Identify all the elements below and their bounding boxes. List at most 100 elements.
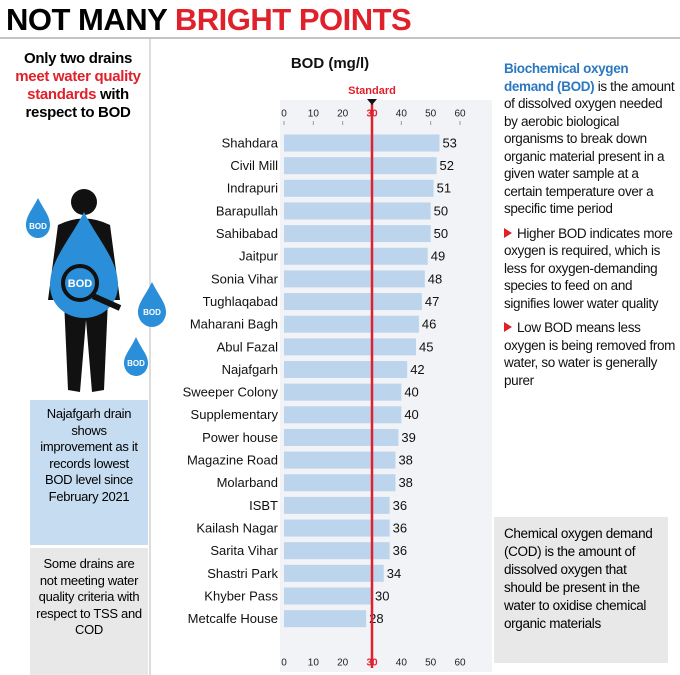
value-label: 40 — [404, 407, 418, 422]
category-label: Civil Mill — [230, 158, 278, 173]
category-label: Najafgarh — [222, 362, 278, 377]
reference-marker — [367, 99, 377, 105]
value-label: 48 — [428, 271, 442, 286]
x-tick-label: 20 — [337, 658, 349, 669]
category-label: Power house — [202, 430, 278, 445]
x-tick-label: 50 — [425, 109, 437, 120]
footnote-box: Some drains are not meeting water qualit… — [30, 548, 148, 675]
x-tick-label: 60 — [454, 109, 466, 120]
category-label: Supplementary — [191, 407, 279, 422]
drop — [26, 198, 50, 238]
x-tick-label: 10 — [308, 658, 320, 669]
cod-box: Chemical oxygen demand (COD) is the amou… — [494, 517, 668, 663]
bar — [284, 157, 437, 175]
bar — [284, 270, 425, 288]
headline: Only two drains meet water quality stand… — [8, 50, 148, 122]
drop-label: BOD — [68, 278, 93, 290]
value-label: 42 — [410, 362, 424, 377]
value-label: 39 — [401, 430, 415, 445]
bar — [284, 587, 372, 605]
x-tick-label: 60 — [454, 658, 466, 669]
value-label: 50 — [434, 226, 448, 241]
drop-label: BOD — [29, 222, 47, 231]
bar — [284, 247, 428, 265]
bar — [284, 383, 402, 401]
figure-head — [71, 189, 97, 215]
category-label: Molarband — [217, 475, 278, 490]
category-label: Maharani Bagh — [190, 317, 278, 332]
definition-panel: Biochemical oxygen demand (BOD) is the a… — [504, 60, 676, 396]
category-label: Magazine Road — [187, 453, 278, 468]
bar — [284, 610, 367, 628]
x-tick-label: 0 — [281, 109, 287, 120]
headline-part: with respect to BOD — [25, 86, 131, 121]
bar — [284, 542, 390, 560]
drop-label: BOD — [143, 308, 161, 317]
category-label: ISBT — [249, 498, 278, 513]
bar — [284, 564, 384, 582]
category-label: Jaitpur — [239, 249, 279, 264]
category-label: Sweeper Colony — [183, 385, 279, 400]
value-label: 38 — [398, 475, 412, 490]
bar — [284, 315, 419, 333]
value-label: 36 — [393, 543, 407, 558]
magnifier — [61, 264, 99, 302]
magnifier-handle — [91, 293, 122, 311]
value-label: 34 — [387, 566, 401, 581]
bar — [284, 225, 431, 243]
reference-label: Standard — [348, 85, 396, 97]
bar — [284, 134, 440, 152]
value-label: 51 — [437, 181, 451, 196]
value-label: 36 — [393, 498, 407, 513]
definition: Biochemical oxygen demand (BOD) is the a… — [504, 60, 676, 218]
value-label: 53 — [442, 135, 456, 150]
category-label: Barapullah — [216, 203, 278, 218]
drop — [124, 337, 148, 376]
category-label: Sahibabad — [216, 226, 278, 241]
value-label: 36 — [393, 520, 407, 535]
value-label: 45 — [419, 339, 433, 354]
illustration: BOD BOD BOD BOD — [26, 189, 166, 392]
bar — [284, 428, 399, 446]
bullet-text: Low BOD means less oxygen is being remov… — [504, 320, 676, 388]
value-label: 30 — [375, 588, 389, 603]
bar — [284, 293, 422, 311]
bar — [284, 519, 390, 537]
category-label: Kailash Nagar — [196, 520, 278, 535]
x-tick-label: 40 — [396, 658, 408, 669]
value-label: 50 — [434, 203, 448, 218]
value-label: 46 — [422, 317, 436, 332]
note-box: Najafgarh drain shows improvement as it … — [30, 400, 148, 545]
category-label: Metcalfe House — [188, 611, 278, 626]
x-tick-label: 0 — [281, 658, 287, 669]
bullet: Low BOD means less oxygen is being remov… — [504, 319, 676, 389]
bullet: Higher BOD indicates more oxygen is requ… — [504, 225, 676, 313]
drop-label: BOD — [127, 359, 145, 368]
category-label: Shahdara — [222, 135, 279, 150]
bar — [284, 451, 396, 469]
bar — [284, 361, 408, 378]
category-label: Abul Fazal — [217, 339, 279, 354]
bar — [284, 406, 402, 424]
x-tick-label: 20 — [337, 109, 349, 120]
drop — [138, 282, 166, 327]
title-plain: NOT MANY — [6, 2, 167, 37]
value-label: 40 — [404, 385, 418, 400]
value-label: 52 — [440, 158, 454, 173]
category-label: Tughlaqabad — [203, 294, 278, 309]
x-tick-label: 10 — [308, 109, 320, 120]
bar — [284, 496, 390, 514]
headline-part: meet water quality standards — [15, 68, 141, 103]
bar — [284, 179, 434, 197]
chart-title: BOD (mg/l) — [291, 55, 369, 72]
page-title: NOT MANY BRIGHT POINTS — [6, 2, 412, 38]
x-tick-label: 40 — [396, 109, 408, 120]
category-label: Khyber Pass — [204, 588, 278, 603]
category-label: Indrapuri — [227, 181, 278, 196]
headline-part: Only two drains — [23, 50, 132, 67]
bar — [284, 202, 431, 220]
value-label: 49 — [431, 249, 445, 264]
definition-text: is the amount of dissolved oxygen needed… — [504, 78, 675, 217]
